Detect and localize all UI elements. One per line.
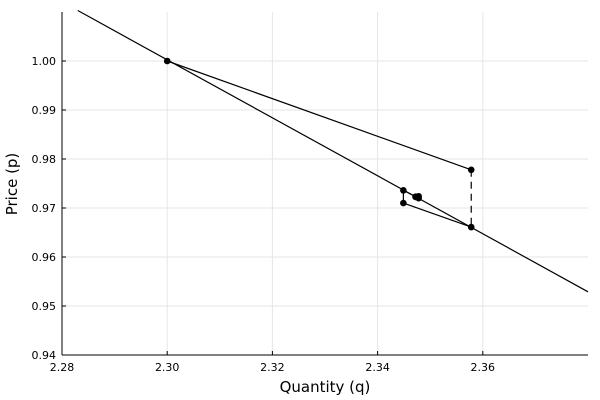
y-tick-labels: 0.94 0.95 0.96 0.97 0.98 0.99 1.00 [32, 55, 57, 362]
y-tick-label: 0.94 [32, 349, 57, 362]
y-tick-label: 0.97 [32, 202, 57, 215]
data-point [467, 166, 475, 174]
x-tick-label: 2.32 [260, 361, 285, 374]
y-tick-label: 1.00 [32, 55, 57, 68]
data-point [400, 199, 407, 207]
grid-lines [61, 12, 588, 356]
x-tick-label: 2.30 [155, 361, 180, 374]
y-axis-label: Price (p) [3, 153, 21, 216]
data-point [400, 187, 407, 194]
series-segment [166, 60, 472, 171]
data-point [414, 193, 421, 201]
y-tick-label: 0.99 [32, 104, 57, 117]
x-tick-label: 2.34 [365, 361, 390, 374]
x-tick-label: 2.28 [50, 361, 75, 374]
series-segment [77, 10, 589, 293]
x-tick-labels: 2.28 2.30 2.32 2.34 2.36 [50, 361, 495, 374]
data-point [467, 223, 475, 231]
y-tick-label: 0.95 [32, 300, 57, 313]
axes [61, 12, 588, 356]
x-axis-label: Quantity (q) [280, 378, 371, 396]
y-tick-label: 0.96 [32, 251, 57, 264]
plot-area [77, 10, 589, 293]
series-segment [403, 202, 472, 228]
y-tick-label: 0.98 [32, 153, 57, 166]
x-tick-label: 2.36 [471, 361, 496, 374]
data-point [163, 57, 171, 65]
